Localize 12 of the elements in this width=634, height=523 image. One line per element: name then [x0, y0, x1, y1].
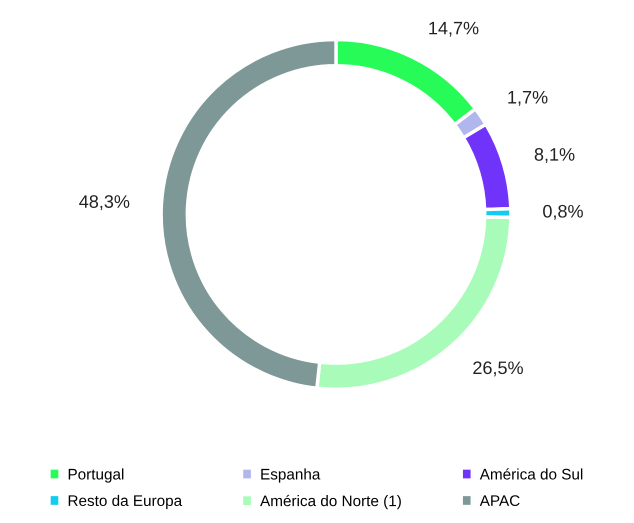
data-label: 8,1% — [534, 148, 574, 163]
data-label: 1,7% — [508, 90, 548, 106]
data-label: 0,8% — [543, 204, 583, 220]
data-label: 14,7% — [429, 22, 478, 37]
legend-label: Espanha — [261, 468, 320, 483]
legend-label: Resto da Europa — [68, 494, 182, 510]
data-label: 48,3% — [79, 195, 130, 210]
legend-label: América do Norte (1) — [260, 494, 401, 510]
legend-label: APAC — [480, 495, 520, 506]
data-label: 26,5% — [473, 361, 523, 376]
legend-label: América do Sul — [480, 468, 582, 480]
legend-label: Portugal — [68, 468, 124, 483]
